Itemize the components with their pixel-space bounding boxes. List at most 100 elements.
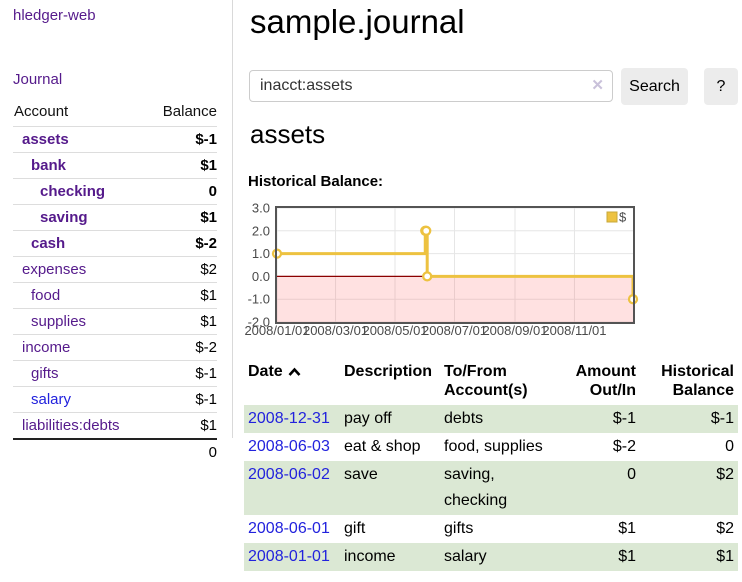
account-link-income[interactable]: income [22,339,71,356]
account-link-bank[interactable]: bank [31,157,67,174]
svg-text:-2.0: -2.0 [248,315,270,330]
svg-text:2008/05/01: 2008/05/01 [362,323,427,338]
accounts-col-balance: Balance [147,99,217,127]
search-button[interactable]: Search [621,68,688,105]
account-link-gifts[interactable]: gifts [31,365,59,382]
register-row: 2008-06-02 save saving, checking 0 $2 [244,461,738,515]
transaction-accounts: gifts [444,520,474,537]
transaction-amount: $1 [618,548,636,565]
transaction-balance: $1 [716,548,734,565]
transaction-balance: $2 [716,520,734,537]
account-heading: assets [250,119,326,149]
svg-text:2.0: 2.0 [252,223,270,238]
page-title: sample.journal [250,3,465,40]
transaction-balance: $-1 [710,410,734,427]
svg-text:-1.0: -1.0 [248,292,270,307]
account-row-checking: checking 0 [13,178,217,205]
transaction-accounts: food, supplies [444,438,543,455]
register-row: 2008-01-01 income salary $1 $1 [244,543,738,571]
svg-text:3.0: 3.0 [252,201,270,216]
account-balance: $2 [147,256,217,283]
transaction-balance: 0 [725,438,734,455]
accounts-total-value: 0 [147,438,217,465]
transaction-accounts: debts [444,410,484,427]
account-link-liabilities-debts[interactable]: liabilities:debts [22,417,120,434]
transaction-accounts: salary [444,548,487,565]
accounts-table: Account Balance assets $-1 bank $1 check… [13,99,217,465]
account-balance: $-1 [147,360,217,387]
transaction-accounts: saving, checking [444,466,508,509]
account-link-salary[interactable]: salary [31,391,72,408]
register-row: 2008-12-31 pay off debts $-1 $-1 [244,405,738,433]
transaction-description: pay off [344,410,392,427]
account-balance: $-2 [147,334,217,361]
main-content: sample.journal ✕ Search ? assets Histori… [232,0,742,582]
col-amount-outin: Amount Out/In [575,363,636,399]
sidebar-item-journal[interactable]: Journal [13,71,63,88]
accounts-col-account: Account [13,99,148,127]
account-balance: $-1 [147,386,217,413]
account-row-liabilities-debts: liabilities:debts $1 [13,412,217,440]
transaction-description: gift [344,520,366,537]
sidebar: hledger-web Journal Account Balance asse… [0,0,232,582]
account-row-salary: salary $-1 [13,386,217,413]
account-link-expenses[interactable]: expenses [22,261,87,278]
col-date[interactable]: Date [244,362,340,405]
historical-balance-chart: 3.0 2.0 1.0 0.0 -1.0 -2.02008/01/012008/03/01… [244,201,639,338]
col-historical-balance: Historical Balance [661,363,734,399]
transaction-description: save [344,466,378,483]
account-row-bank: bank $1 [13,152,217,179]
transaction-balance: $2 [716,466,734,483]
account-balance: $1 [147,412,217,440]
transaction-amount: $-1 [612,410,636,427]
app-brand-link[interactable]: hledger-web [13,7,96,24]
transaction-amount: $1 [618,520,636,537]
account-link-checking[interactable]: checking [40,183,106,200]
register-row: 2008-06-03 eat & shop food, supplies $-2… [244,433,738,461]
account-row-expenses: expenses $2 [13,256,217,283]
search-form: ✕ Search ? [249,68,738,105]
account-balance: $-1 [147,126,217,153]
register-table: Date Description To/From Account(s) Amou… [244,362,738,571]
account-link-cash[interactable]: cash [31,235,66,252]
svg-text:2008/01/01: 2008/01/01 [244,323,309,338]
sort-ascending-icon [288,367,301,376]
account-balance: $-2 [147,230,217,257]
transaction-amount: $-2 [612,438,636,455]
account-balance: 0 [147,178,217,205]
register-row: 2008-06-01 gift gifts $1 $2 [244,515,738,543]
account-balance: $1 [147,282,217,309]
transaction-description: eat & shop [344,438,421,455]
svg-text:0.0: 0.0 [252,269,270,284]
account-balance: $1 [147,152,217,179]
transaction-date-link[interactable]: 2008-06-01 [248,520,330,537]
account-row-income: income $-2 [13,334,217,361]
account-row-saving: saving $1 [13,204,217,231]
account-row-food: food $1 [13,282,217,309]
svg-text:1.0: 1.0 [252,246,270,261]
account-link-food[interactable]: food [31,287,61,304]
col-description: Description [344,363,433,380]
transaction-date-link[interactable]: 2008-06-03 [248,438,330,455]
svg-text:$: $ [619,210,627,225]
sidebar-divider [232,0,233,438]
transaction-date-link[interactable]: 2008-06-02 [248,466,330,483]
search-input[interactable] [249,70,613,102]
transaction-date-link[interactable]: 2008-01-01 [248,548,330,565]
account-link-supplies[interactable]: supplies [31,313,87,330]
account-row-supplies: supplies $1 [13,308,217,335]
chart-title: Historical Balance: [248,173,384,190]
account-link-assets[interactable]: assets [22,131,69,148]
transaction-date-link[interactable]: 2008-12-31 [248,410,330,427]
account-link-saving[interactable]: saving [40,209,88,226]
col-tofrom-accounts: To/From Account(s) [444,363,528,399]
help-button[interactable]: ? [704,68,738,105]
svg-text:2008/11/01: 2008/11/01 [542,323,606,338]
clear-search-icon[interactable]: ✕ [591,77,604,94]
account-balance: $1 [147,204,217,231]
svg-text:2008/09/01: 2008/09/01 [482,323,547,338]
account-row-cash: cash $-2 [13,230,217,257]
accounts-total-row: 0 [13,438,217,465]
svg-text:2008/03/01: 2008/03/01 [303,323,368,338]
transaction-amount: 0 [627,466,636,483]
